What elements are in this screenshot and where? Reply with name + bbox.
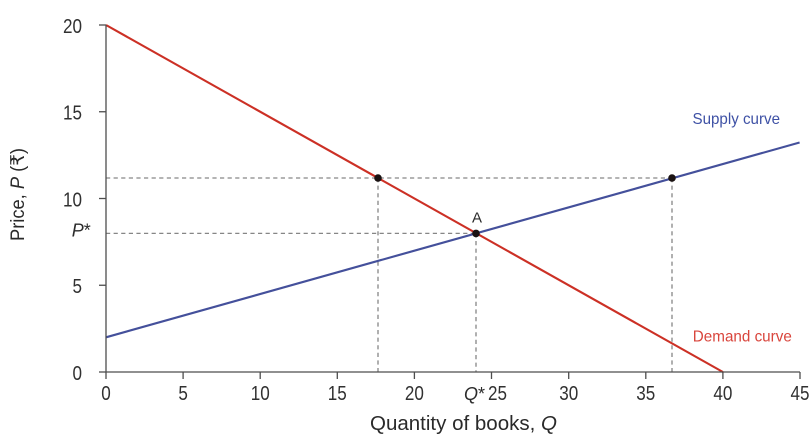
svg-text:30: 30 — [559, 383, 578, 405]
svg-text:Price, P (₹): Price, P (₹) — [8, 148, 29, 241]
svg-text:40: 40 — [713, 383, 732, 405]
svg-text:A: A — [472, 210, 482, 227]
svg-text:Demand curve: Demand curve — [693, 328, 792, 345]
svg-text:5: 5 — [73, 276, 83, 298]
svg-text:20: 20 — [63, 16, 82, 38]
svg-text:Q*: Q* — [464, 384, 485, 404]
svg-text:P*: P* — [72, 221, 91, 241]
svg-text:0: 0 — [101, 383, 111, 405]
svg-text:Supply curve: Supply curve — [693, 111, 781, 128]
svg-text:15: 15 — [63, 103, 82, 125]
svg-text:35: 35 — [636, 383, 655, 405]
svg-text:25: 25 — [488, 383, 507, 405]
svg-text:45: 45 — [791, 383, 810, 405]
svg-text:Quantity of books, Q: Quantity of books, Q — [370, 413, 557, 435]
svg-text:20: 20 — [405, 383, 424, 405]
svg-text:10: 10 — [63, 190, 82, 212]
svg-text:15: 15 — [328, 383, 347, 405]
svg-text:5: 5 — [178, 383, 188, 405]
svg-text:10: 10 — [251, 383, 270, 405]
svg-text:0: 0 — [73, 363, 83, 385]
